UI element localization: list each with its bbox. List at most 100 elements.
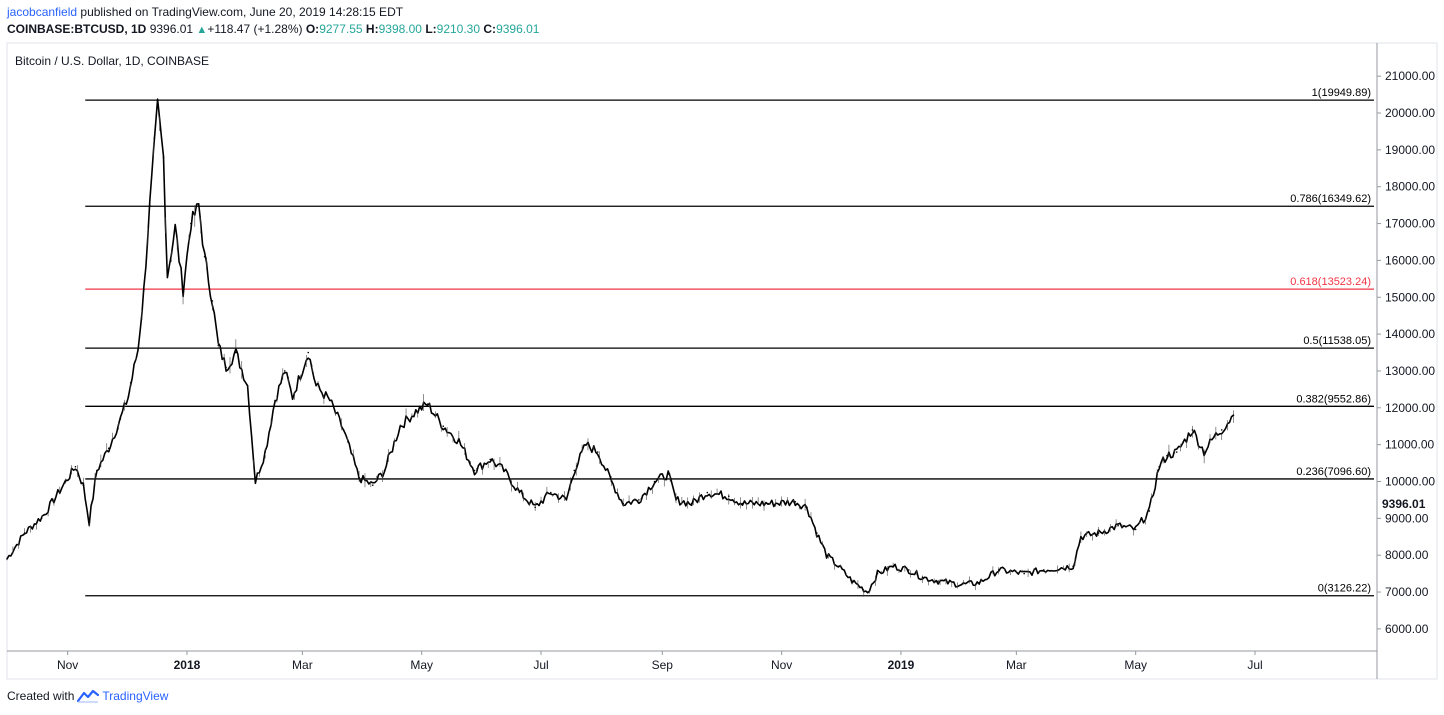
data-point [825, 554, 828, 556]
data-point [1023, 572, 1025, 575]
data-point [549, 491, 552, 494]
y-tick-label: 19000.00 [1385, 143, 1435, 157]
data-point [503, 469, 505, 472]
chart-frame [6, 42, 1438, 680]
fib-retracement[interactable]: 1(19949.89) 0.786(16349.62) 0.618(13523.24… [85, 87, 1374, 597]
low-value: 9210.30 [436, 22, 481, 36]
data-point [371, 484, 374, 486]
data-point [837, 565, 840, 568]
data-point [667, 473, 669, 475]
data-point [892, 565, 894, 568]
data-point [307, 351, 310, 354]
data-point [383, 469, 386, 472]
data-point [127, 395, 130, 398]
x-tick-label: May [410, 658, 433, 672]
data-point [794, 500, 797, 503]
publish-info: jacobcanfield published on TradingView.c… [7, 5, 403, 19]
y-tick-label: 9000.00 [1385, 511, 1429, 525]
tradingview-brand[interactable]: TradingView [102, 689, 169, 703]
fib-level-label: 0(3126.22) [1318, 583, 1371, 595]
data-point [82, 484, 85, 486]
data-point [291, 395, 294, 398]
data-point [866, 591, 869, 593]
data-point [706, 491, 709, 494]
data-point [921, 576, 924, 579]
data-point [426, 403, 429, 405]
last-price-label: 9396.01 [1382, 497, 1426, 511]
data-point [596, 451, 599, 453]
data-point [741, 502, 744, 505]
data-point [565, 499, 568, 501]
x-tick-label: May [1124, 658, 1147, 672]
data-point [182, 289, 184, 291]
data-point [166, 274, 169, 276]
data-point [1080, 535, 1082, 538]
price-axis[interactable]: 21000.00 20000.00 19000.00 18000.00 17000.00… [1377, 69, 1435, 636]
data-point [1097, 532, 1100, 534]
up-triangle-icon: ▲ [196, 24, 208, 36]
data-point [74, 465, 77, 468]
data-point [64, 480, 67, 483]
y-tick-label: 11000.00 [1385, 438, 1434, 452]
data-point [211, 300, 214, 302]
created-with-label: Created with [7, 689, 75, 703]
y-tick-label: 7000.00 [1385, 585, 1429, 599]
y-tick-label: 17000.00 [1385, 217, 1435, 231]
data-point [203, 255, 206, 258]
footer: Created with TradingView [7, 689, 168, 703]
data-point [1191, 429, 1194, 431]
high-label: H: [365, 22, 379, 36]
author-link[interactable]: jacobcanfield [7, 5, 78, 19]
fib-level-label: 0.236(7096.60) [1296, 466, 1371, 478]
data-point [675, 499, 677, 501]
data-point [43, 513, 45, 516]
last-price: 9396.01 [149, 22, 194, 36]
data-point [816, 532, 818, 534]
data-point [328, 399, 331, 402]
y-tick-label: 18000.00 [1385, 180, 1435, 194]
data-point [1213, 436, 1215, 439]
y-tick-label: 21000.00 [1385, 69, 1435, 83]
data-point [1117, 524, 1119, 527]
data-point [442, 425, 445, 428]
y-tick-label: 13000.00 [1385, 364, 1435, 378]
data-point [162, 156, 165, 159]
data-point [622, 502, 624, 505]
data-point [88, 521, 90, 523]
data-point [6, 558, 8, 560]
data-point [907, 569, 910, 571]
data-point [190, 222, 192, 225]
data-point [174, 226, 177, 229]
data-point [585, 443, 587, 446]
data-point [1175, 451, 1178, 453]
close-value: 9396.01 [496, 22, 540, 36]
data-point [217, 344, 220, 346]
data-point [473, 469, 476, 472]
data-point [399, 425, 401, 428]
data-point [489, 458, 491, 461]
data-point [283, 370, 286, 372]
published-text: published on TradingView.com, June 20, 2… [77, 5, 404, 19]
data-point [274, 399, 276, 402]
data-point [690, 502, 693, 505]
y-tick-label: 10000.00 [1385, 474, 1435, 488]
data-point [23, 532, 26, 534]
data-point [638, 499, 640, 501]
time-axis[interactable]: Nov 2018 Mar May Jul Sep Nov 2019 Mar May Jul [57, 651, 1263, 672]
data-point [415, 410, 417, 413]
x-tick-label: Nov [57, 658, 78, 672]
data-point [610, 480, 613, 483]
fib-level-label: 0.786(16349.62) [1290, 193, 1371, 205]
price-change: +118.47 (+1.28%) [207, 22, 303, 36]
data-point [851, 580, 853, 582]
data-point [1134, 528, 1137, 531]
price-line [6, 98, 1234, 594]
y-tick-label: 12000.00 [1385, 401, 1435, 415]
data-point [1203, 451, 1205, 453]
data-point [573, 469, 576, 472]
y-tick-label: 6000.00 [1385, 622, 1429, 636]
x-tick-label: Sep [652, 658, 674, 672]
data-point [235, 351, 237, 354]
data-point [876, 572, 879, 575]
